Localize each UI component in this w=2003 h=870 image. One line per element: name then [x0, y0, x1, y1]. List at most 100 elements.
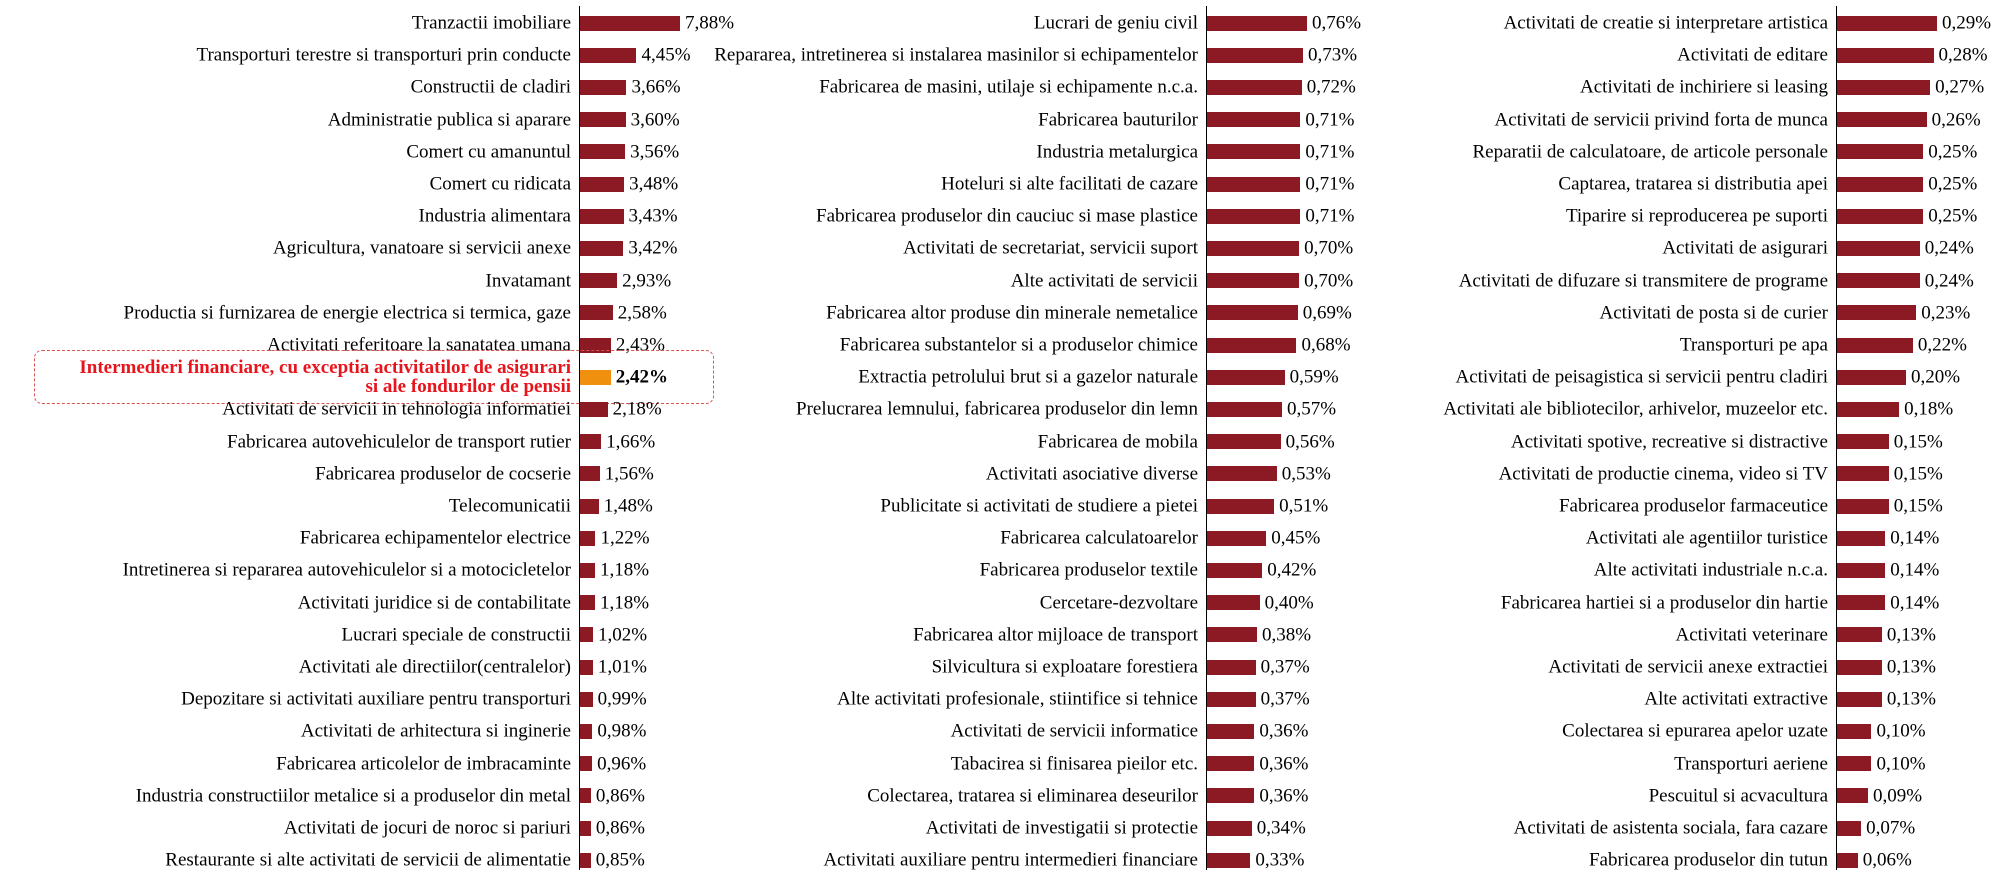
category-label: Activitati de inchiriere si leasing: [1580, 76, 1828, 98]
value-label: 0,29%: [1942, 12, 1992, 34]
category-label: Lucrari de geniu civil: [1033, 12, 1198, 34]
bar: [1207, 15, 1307, 31]
category-label: Activitati ale bibliotecilor, arhivelor,…: [1443, 398, 1828, 420]
category-label: Activitati de editare: [1677, 44, 1828, 66]
value-label: 0,42%: [1267, 559, 1317, 581]
bar: [1207, 240, 1300, 256]
value-label: 2,42%: [615, 366, 668, 388]
bar: [580, 337, 611, 353]
bar: [1837, 595, 1886, 611]
value-label: 0,36%: [1259, 785, 1309, 807]
bar: [580, 595, 595, 611]
bar: [1837, 788, 1869, 804]
bar: [1207, 530, 1267, 546]
category-label: Lucrari speciale de constructii: [341, 624, 571, 646]
category-label: Fabricarea hartiei si a produselor din h…: [1500, 592, 1828, 614]
value-label: 0,25%: [1928, 141, 1978, 163]
bar: [580, 530, 596, 546]
category-label: Fabricarea produselor textile: [979, 559, 1198, 581]
category-label: Fabricarea altor mijloace de transport: [913, 624, 1198, 646]
bar: [1207, 112, 1301, 128]
value-label: 1,02%: [597, 624, 648, 646]
category-label: Alte activitati industriale n.c.a.: [1593, 559, 1828, 581]
category-label: Telecomunicatii: [448, 495, 571, 517]
value-label: 0,70%: [1304, 270, 1354, 292]
bar: [580, 401, 608, 417]
value-label: 0,14%: [1890, 559, 1940, 581]
value-label: 2,43%: [615, 334, 665, 356]
bar: [580, 240, 624, 256]
bar: [1207, 305, 1298, 321]
category-label: Pescuitul si acvacultura: [1648, 785, 1828, 807]
bar: [580, 79, 627, 95]
category-label: Activitati ale directiilor(centralelor): [298, 656, 571, 678]
category-label: Activitati de difuzare si transmitere de…: [1458, 270, 1828, 292]
category-label: Extractia petrolului brut si a gazelor n…: [858, 366, 1198, 388]
bar: [1207, 498, 1275, 514]
value-label: 3,56%: [630, 141, 680, 163]
bar: [1837, 15, 1937, 31]
bar: [1207, 144, 1301, 160]
bar: [1207, 723, 1255, 739]
category-label: Activitati veterinare: [1675, 624, 1828, 646]
bar: [580, 852, 591, 868]
bar: [580, 723, 593, 739]
category-label: Activitati de posta si de curier: [1599, 302, 1828, 324]
bar: [580, 15, 680, 31]
value-label: 0,25%: [1928, 173, 1978, 195]
bar: [580, 176, 625, 192]
axis-line: [579, 6, 580, 870]
category-label: Fabricarea produselor din cauciuc si mas…: [816, 205, 1198, 227]
bar: [580, 144, 626, 160]
axis-line: [1836, 6, 1837, 870]
bar: [1837, 112, 1927, 128]
value-label: 0,33%: [1255, 849, 1305, 870]
category-label: Comert cu amanuntul: [406, 141, 571, 163]
bar: [1837, 176, 1924, 192]
value-label: 0,27%: [1935, 76, 1985, 98]
value-label: 0,53%: [1281, 463, 1331, 485]
category-label: Activitati de investigatii si protectie: [925, 817, 1198, 839]
category-label: Publicitate si activitati de studiere a …: [880, 495, 1198, 517]
value-label: 4,45%: [641, 44, 691, 66]
value-label: 0,18%: [1904, 398, 1954, 420]
category-label: Repararea, intretinerea si instalarea ma…: [714, 44, 1198, 66]
value-label: 0,51%: [1279, 495, 1329, 517]
category-label: Administratie publica si aparare: [327, 109, 571, 131]
value-label: 0,71%: [1305, 173, 1355, 195]
value-label: 0,68%: [1301, 334, 1351, 356]
bar: [1207, 562, 1263, 578]
category-label: Fabricarea de masini, utilaje si echipam…: [819, 76, 1198, 98]
bar: [580, 756, 593, 772]
value-label: 0,71%: [1305, 109, 1355, 131]
value-label: 0,24%: [1924, 270, 1974, 292]
bar: [1207, 47, 1304, 63]
category-label: Activitati de jocuri de noroc si pariuri: [283, 817, 571, 839]
value-label: 0,86%: [595, 785, 645, 807]
value-label: 0,15%: [1893, 431, 1943, 453]
value-label: 0,10%: [1876, 753, 1926, 775]
value-label: 0,71%: [1305, 141, 1355, 163]
category-label: Fabricarea echipamentelor electrice: [299, 527, 571, 549]
value-label: 0,38%: [1262, 624, 1312, 646]
value-label: 0,20%: [1910, 366, 1961, 388]
value-label: 0,85%: [595, 849, 645, 870]
bar: [1837, 47, 1934, 63]
category-label: Fabricarea articolelor de imbracaminte: [276, 753, 571, 775]
bar: [580, 208, 624, 224]
value-label: 1,01%: [597, 656, 647, 678]
bar: [580, 47, 637, 63]
category-label: Agricultura, vanatoare si servicii anexe: [272, 237, 571, 259]
category-label: Industria alimentara: [418, 205, 571, 227]
category-label: Activitati de creatie si interpretare ar…: [1503, 12, 1828, 34]
value-label: 0,25%: [1928, 205, 1978, 227]
value-label: 0,06%: [1862, 849, 1912, 870]
bar: [1837, 337, 1913, 353]
category-label: Activitati referitoare la sanatatea uman…: [267, 334, 571, 356]
category-label: Industria constructiilor metalice si a p…: [135, 785, 571, 807]
category-label: Fabricarea de mobila: [1037, 431, 1198, 453]
category-label: Activitati de secretariat, servicii supo…: [903, 237, 1198, 259]
category-label: Invatamant: [485, 270, 571, 292]
category-label: Prelucrarea lemnului, fabricarea produse…: [796, 398, 1198, 420]
category-label: Fabricarea produselor de cocserie: [315, 463, 571, 485]
